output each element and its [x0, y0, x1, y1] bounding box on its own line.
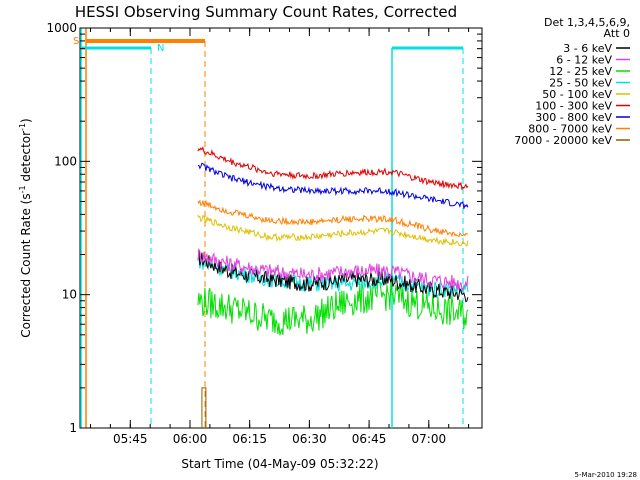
- series-line: [197, 162, 469, 209]
- y-axis-label: Corrected Count Rate (s-1 detector-1): [18, 118, 33, 337]
- series-line: [197, 146, 469, 191]
- y-axis-label-end: ): [19, 118, 33, 123]
- plot-frame: [79, 27, 483, 429]
- x-axis-label: Start Time (04-May-09 05:32:22): [181, 457, 378, 471]
- y-tick-label: 100: [54, 154, 77, 168]
- y-axis-label-sup: -1: [18, 185, 27, 193]
- legend-header-2: Att 0: [604, 27, 630, 40]
- x-tick-label: 07:00: [412, 432, 447, 446]
- y-tick-label: 1: [69, 421, 77, 435]
- y-tick-label: 1000: [46, 21, 77, 35]
- legend-label: 50 - 100 keV: [542, 88, 612, 101]
- series-line: [197, 250, 469, 303]
- legend-label: 300 - 800 keV: [535, 111, 612, 124]
- x-tick-label: 06:00: [173, 432, 208, 446]
- legend-label: 7000 - 20000 keV: [514, 134, 612, 147]
- legend-label: 3 - 6 keV: [563, 42, 612, 55]
- x-tick-label: 06:30: [292, 432, 327, 446]
- series-line: [197, 214, 469, 248]
- x-tick-label: 05:45: [113, 432, 148, 446]
- legend-label: 25 - 50 keV: [549, 77, 612, 90]
- legend-header-1: Det 1,3,4,5,6,9,: [544, 16, 630, 29]
- y-axis: 1 10 100 1000: [46, 21, 482, 435]
- y-axis-label-main: Corrected Count Rate (s: [19, 193, 33, 337]
- x-tick-label: 06:15: [232, 432, 267, 446]
- legend-label: 6 - 12 keV: [556, 54, 612, 67]
- legend-label: 12 - 25 keV: [549, 65, 612, 78]
- y-axis-label-mid: detector: [19, 131, 33, 186]
- x-tick-label: 06:45: [352, 432, 387, 446]
- series-line: [201, 387, 207, 428]
- legend-label: 800 - 7000 keV: [528, 123, 612, 136]
- plot-area: SN: [73, 27, 483, 429]
- y-tick-label: 10: [62, 288, 77, 302]
- series-line: [197, 279, 469, 336]
- series-line: [197, 199, 468, 238]
- y-axis-label-sup-2: -1: [18, 123, 27, 131]
- night-flag-label: N: [157, 43, 164, 54]
- legend-label: 100 - 300 keV: [535, 100, 612, 113]
- chart-title: HESSI Observing Summary Count Rates, Cor…: [75, 3, 457, 21]
- series-line: [197, 247, 469, 292]
- x-axis: 05:45 06:00 06:15 06:30 06:45 07:00: [89, 28, 470, 446]
- saa-flag-label: S: [73, 36, 79, 47]
- timestamp: 5-Mar-2010 19:28: [575, 471, 637, 479]
